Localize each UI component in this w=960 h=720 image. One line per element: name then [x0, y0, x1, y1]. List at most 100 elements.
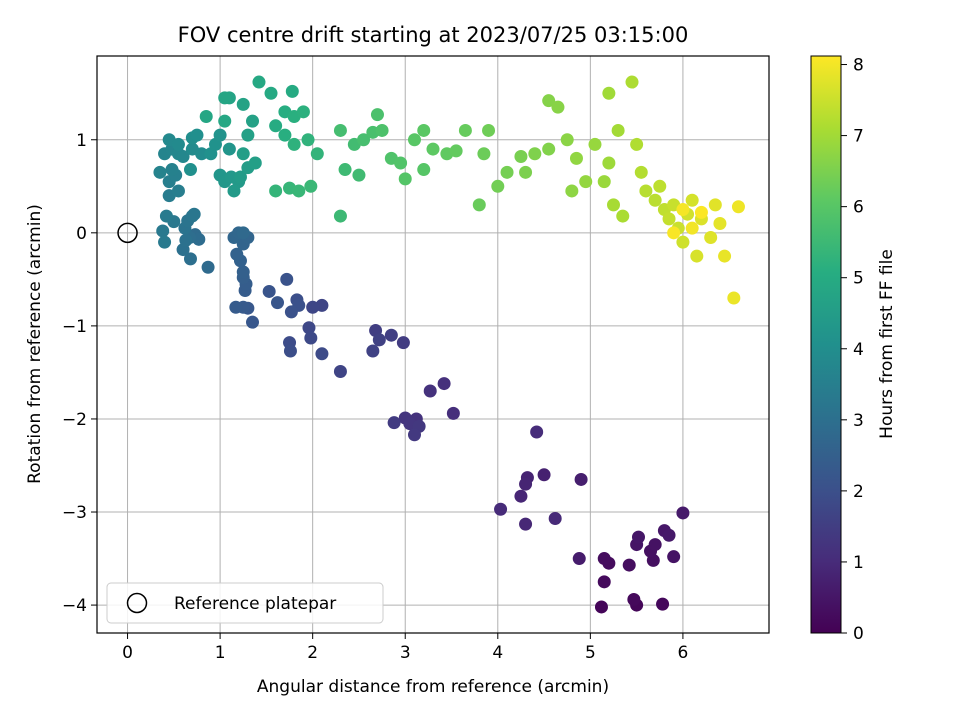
data-point [713, 217, 727, 231]
data-point [285, 84, 299, 98]
data-point [625, 75, 639, 89]
data-point [287, 137, 301, 151]
data-point [352, 168, 366, 182]
data-point [597, 175, 611, 189]
colorbar-tick-label: 4 [853, 340, 864, 360]
data-point [236, 226, 250, 240]
y-tick-label: −4 [62, 596, 87, 616]
data-point [171, 137, 185, 151]
colorbar-label: Hours from first FF file [877, 249, 897, 439]
data-point [542, 94, 556, 108]
data-point [269, 119, 283, 133]
data-point [449, 144, 463, 158]
x-axis-ticks: 0 1 2 3 4 5 6 [122, 633, 688, 663]
data-point [372, 333, 386, 347]
data-point [616, 209, 630, 223]
data-point [370, 108, 384, 122]
data-point [569, 151, 583, 165]
data-point [514, 150, 528, 164]
data-point [156, 224, 170, 238]
data-point [602, 156, 616, 170]
colorbar-tick-label: 8 [853, 56, 864, 76]
data-point [304, 179, 318, 193]
reference-marker [117, 222, 138, 244]
colorbar-gradient [810, 55, 842, 634]
data-point [270, 296, 284, 310]
data-point [667, 226, 681, 240]
x-tick-label: 3 [400, 643, 411, 663]
data-point [292, 184, 306, 198]
data-point [222, 142, 236, 156]
x-tick-label: 6 [678, 643, 689, 663]
colorbar-tick-label: 2 [853, 482, 864, 502]
data-point [648, 538, 662, 552]
data-point [656, 597, 670, 611]
legend-marker-icon [126, 592, 148, 614]
data-point [594, 600, 608, 614]
y-tick-label: 1 [76, 131, 87, 151]
data-point [704, 230, 718, 244]
data-point [236, 147, 250, 161]
colorbar: 0 1 2 3 4 5 6 7 8 Hours from first FF file [810, 55, 897, 644]
data-point [407, 428, 421, 442]
colorbar-tick-label: 6 [853, 198, 864, 218]
data-point [417, 123, 431, 137]
data-point [301, 133, 315, 147]
data-point [248, 156, 262, 170]
data-point [241, 128, 255, 142]
data-point [218, 114, 232, 128]
data-point [213, 128, 227, 142]
data-point [195, 147, 209, 161]
data-point [310, 147, 324, 161]
data-point [159, 209, 173, 223]
x-tick-label: 1 [215, 643, 226, 663]
data-point [179, 233, 193, 247]
data-point [296, 105, 310, 119]
data-point [426, 142, 440, 156]
data-point [304, 331, 318, 345]
data-point [284, 305, 298, 319]
data-point [233, 170, 247, 184]
data-point [631, 530, 645, 544]
data-point [685, 221, 699, 235]
data-point [622, 558, 636, 572]
y-tick-label: −3 [62, 503, 87, 523]
data-point [727, 291, 741, 305]
data-point [283, 344, 297, 358]
data-point [667, 550, 681, 564]
data-point [482, 123, 496, 137]
data-point [588, 137, 602, 151]
data-point [685, 193, 699, 207]
data-point [338, 163, 352, 177]
data-point [708, 198, 722, 212]
data-point [230, 247, 244, 261]
data-point [676, 506, 690, 520]
data-point [229, 300, 243, 314]
x-axis-label: Angular distance from reference (arcmin) [257, 677, 609, 697]
data-point [158, 235, 172, 249]
data-point [366, 344, 380, 358]
data-point [246, 315, 260, 329]
y-tick-label: 0 [76, 224, 87, 244]
data-point [662, 528, 676, 542]
data-point [407, 133, 421, 147]
data-point [396, 336, 410, 350]
data-point [187, 207, 201, 221]
data-point [491, 179, 505, 193]
data-point [537, 468, 551, 482]
data-point [199, 109, 213, 123]
data-point [280, 272, 294, 286]
data-point [384, 328, 398, 342]
data-point [676, 203, 690, 217]
data-point [718, 249, 732, 263]
data-point [387, 416, 401, 430]
x-tick-label: 5 [585, 643, 596, 663]
data-point [357, 133, 371, 147]
data-point [227, 184, 241, 198]
colorbar-ticks: 0 1 2 3 4 5 6 7 8 [841, 56, 864, 644]
data-point [574, 472, 588, 486]
data-point [519, 165, 533, 179]
data-point [731, 200, 745, 214]
chart-title: FOV centre drift starting at 2023/07/25 … [178, 23, 689, 47]
